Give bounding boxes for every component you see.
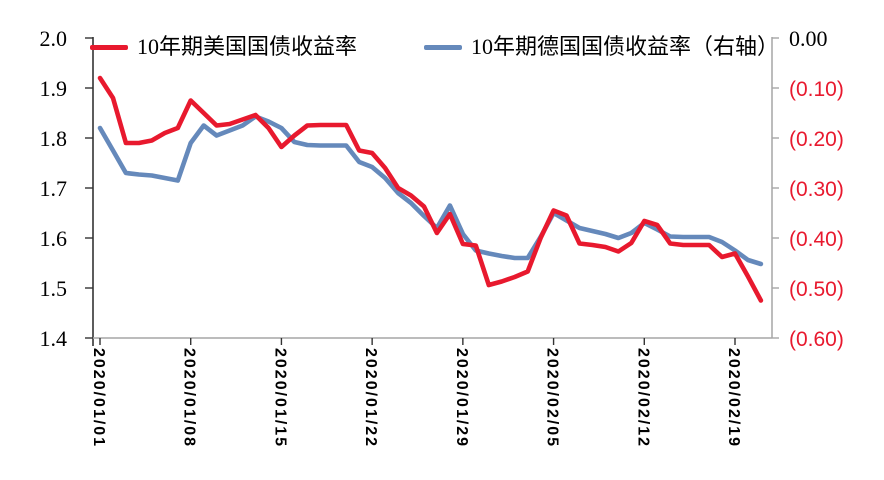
left-axis-tick-label: 1.8 [40,126,68,151]
left-axis-tick-label: 1.9 [40,76,68,101]
right-axis-tick-label: 0.00 [789,26,828,51]
left-axis-tick-label: 1.7 [40,176,68,201]
right-axis-tick-label: (0.20) [789,128,844,151]
axis-ticks [85,37,779,345]
right-axis-labels: 0.00 (0.10) (0.20) (0.30) (0.40) (0.50) (0.60) [789,26,844,351]
left-axis-tick-label: 1.6 [40,226,68,251]
left-axis-labels: 2.0 1.9 1.8 1.7 1.6 1.5 1.4 [40,26,68,351]
x-axis-tick-label: 2020/02/19 [725,348,742,448]
x-axis-tick-label: 2020/02/05 [544,348,561,448]
right-axis-tick-label: (0.10) [789,78,844,101]
x-axis-tick-label: 2020/01/22 [362,348,379,448]
right-axis-tick-label: (0.60) [789,328,844,351]
x-axis-tick-label: 2020/01/29 [453,348,470,448]
german-bund-yield-line [97,114,764,267]
left-axis-tick-label: 1.4 [40,326,68,351]
right-axis-tick-label: (0.30) [789,178,844,201]
x-axis-tick-label: 2020/01/15 [271,348,288,448]
left-axis-tick-label: 1.5 [40,276,68,301]
axes [92,37,773,346]
x-axis-tick-label: 2020/01/01 [90,348,107,448]
series-lines [97,75,764,303]
x-axis-tick-label: 2020/02/12 [634,348,651,448]
x-axis-tick-label: 2020/01/08 [181,348,198,448]
us-treasury-yield-line [97,75,764,303]
right-axis-tick-label: (0.40) [789,228,844,251]
right-axis-tick-label: (0.50) [789,278,844,301]
x-axis-labels: 2020/01/01 2020/01/08 2020/01/15 2020/01/22… [90,348,742,448]
left-axis-tick-label: 2.0 [40,26,68,51]
